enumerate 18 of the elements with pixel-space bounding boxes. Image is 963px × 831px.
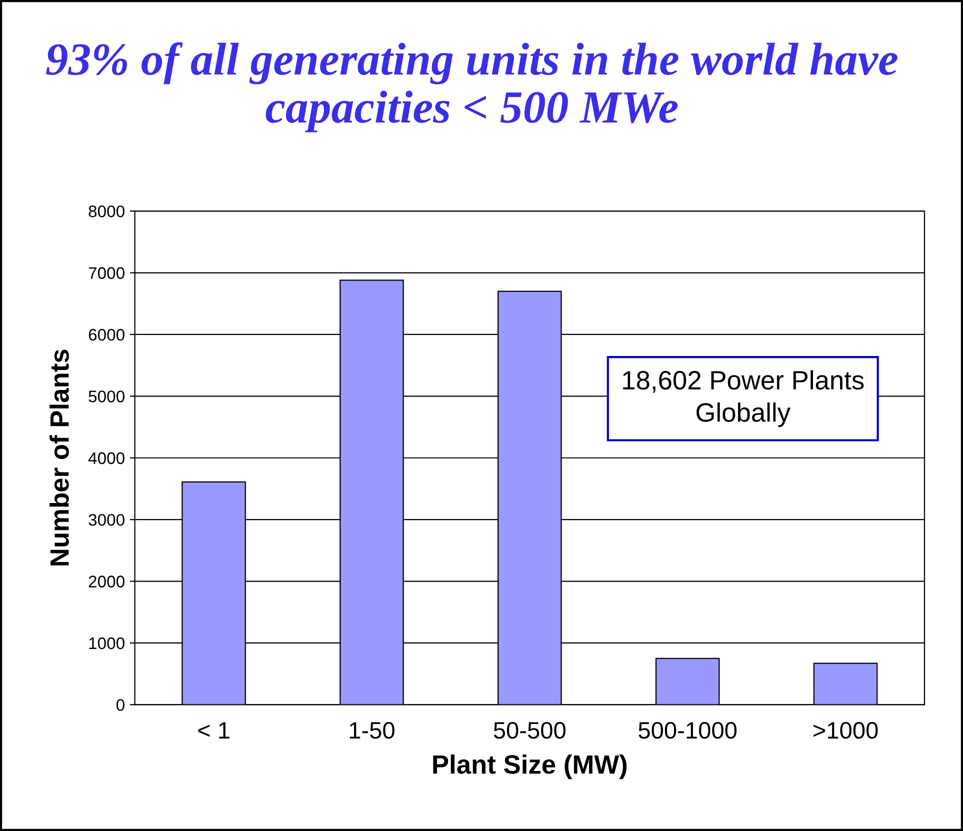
y-tick-label: 2000 xyxy=(88,576,124,588)
y-tick-label: 1000 xyxy=(89,637,124,650)
y-tick-label: 0 xyxy=(116,699,124,711)
y-axis-title: Number of Plants xyxy=(50,350,69,566)
x-tick-label: 1-50 xyxy=(350,722,394,739)
x-tick-label: 500-1000 xyxy=(638,722,737,739)
y-tick-label: 6000 xyxy=(88,328,124,341)
annotation: 18,602 Power Plants Globally xyxy=(623,370,864,428)
x-tick-label: >1000 xyxy=(814,722,878,739)
y-tick-label: 4000 xyxy=(88,452,124,464)
y-tick-label: 3000 xyxy=(88,514,124,526)
x-tick-label: < 1 xyxy=(198,722,230,738)
x-axis-title: Plant Size (MW) xyxy=(433,754,627,780)
y-tick-label: 7000 xyxy=(88,267,124,279)
y-tick-label: 5000 xyxy=(88,390,124,402)
y-tick-label: 8000 xyxy=(88,205,124,218)
chart-title: 93% of all generating units in the world have capacities < 500 MWe xyxy=(46,42,898,132)
x-tick-label: 50-500 xyxy=(494,722,566,739)
